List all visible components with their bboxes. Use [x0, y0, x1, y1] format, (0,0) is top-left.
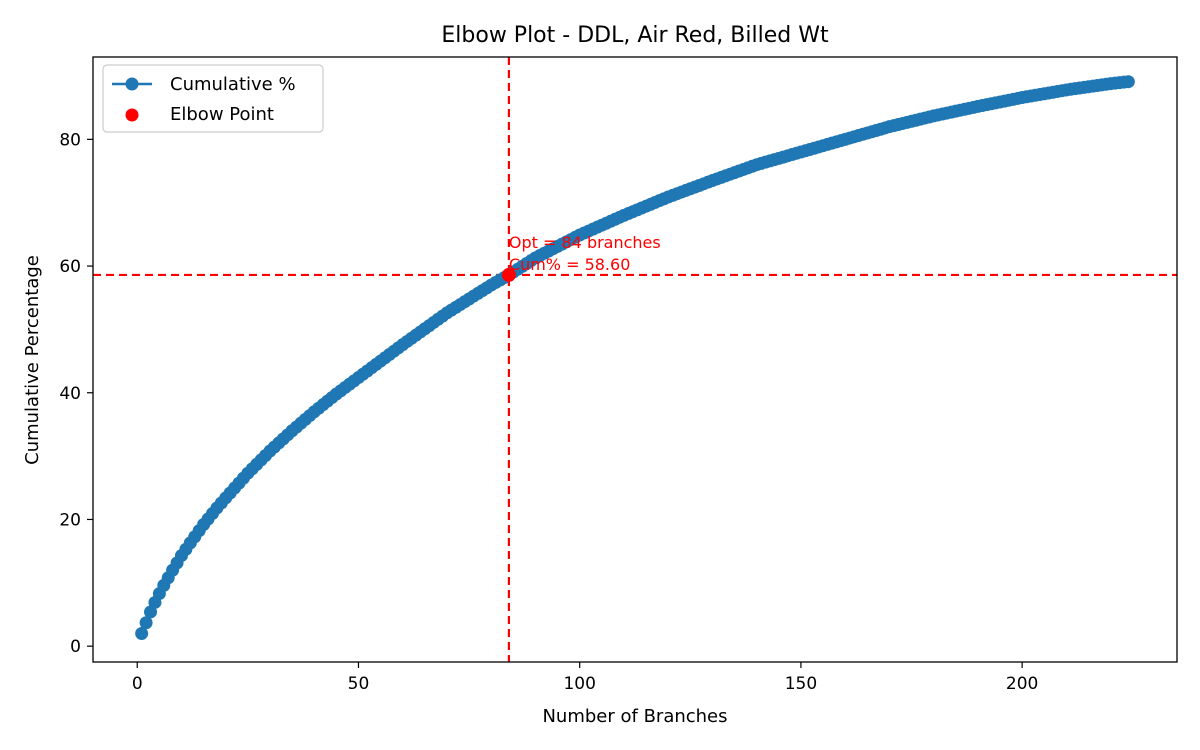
y-tick-label: 20 [59, 510, 81, 530]
x-axis-title: Number of Branches [542, 706, 727, 727]
y-tick-label: 0 [70, 637, 81, 657]
series-line [140, 80, 1129, 634]
y-tick-label: 40 [59, 384, 81, 404]
legend-box [102, 64, 324, 133]
elbow-point [501, 267, 516, 282]
x-tick-label: 100 [563, 674, 595, 694]
x-tick-label: 200 [1006, 674, 1038, 694]
legend-label-cumulative: Cumulative % [170, 74, 296, 95]
y-axis-title: Cumulative Percentage [22, 255, 43, 465]
legend: Cumulative % Elbow Point [102, 64, 324, 133]
annotation-cum-label: Cum% = 58.60 [509, 255, 630, 274]
elbow-guide-lines [93, 57, 1177, 662]
chart-title: Elbow Plot - DDL, Air Red, Billed Wt [441, 23, 829, 48]
series-point [1121, 75, 1135, 89]
y-tick-label: 60 [59, 257, 81, 277]
legend-elbow-marker [125, 108, 139, 122]
legend-line-marker [125, 77, 139, 91]
plot-frame [92, 56, 1178, 663]
x-tick-label: 0 [132, 674, 143, 694]
series-point [135, 626, 149, 640]
x-tick-label: 150 [785, 674, 817, 694]
elbow-marker-layer [501, 267, 516, 282]
y-axis: 0 20 40 60 80 [59, 130, 93, 657]
x-axis: 0 50 100 150 200 [132, 662, 1038, 694]
annotation-opt-label: Opt = 84 branches [509, 233, 661, 252]
series-cumulative [135, 75, 1135, 640]
legend-label-elbow: Elbow Point [170, 104, 274, 125]
x-tick-label: 50 [348, 674, 370, 694]
y-tick-label: 80 [59, 130, 81, 150]
series-point [139, 616, 153, 630]
elbow-annotation: Opt = 84 branches Cum% = 58.60 [509, 233, 661, 274]
